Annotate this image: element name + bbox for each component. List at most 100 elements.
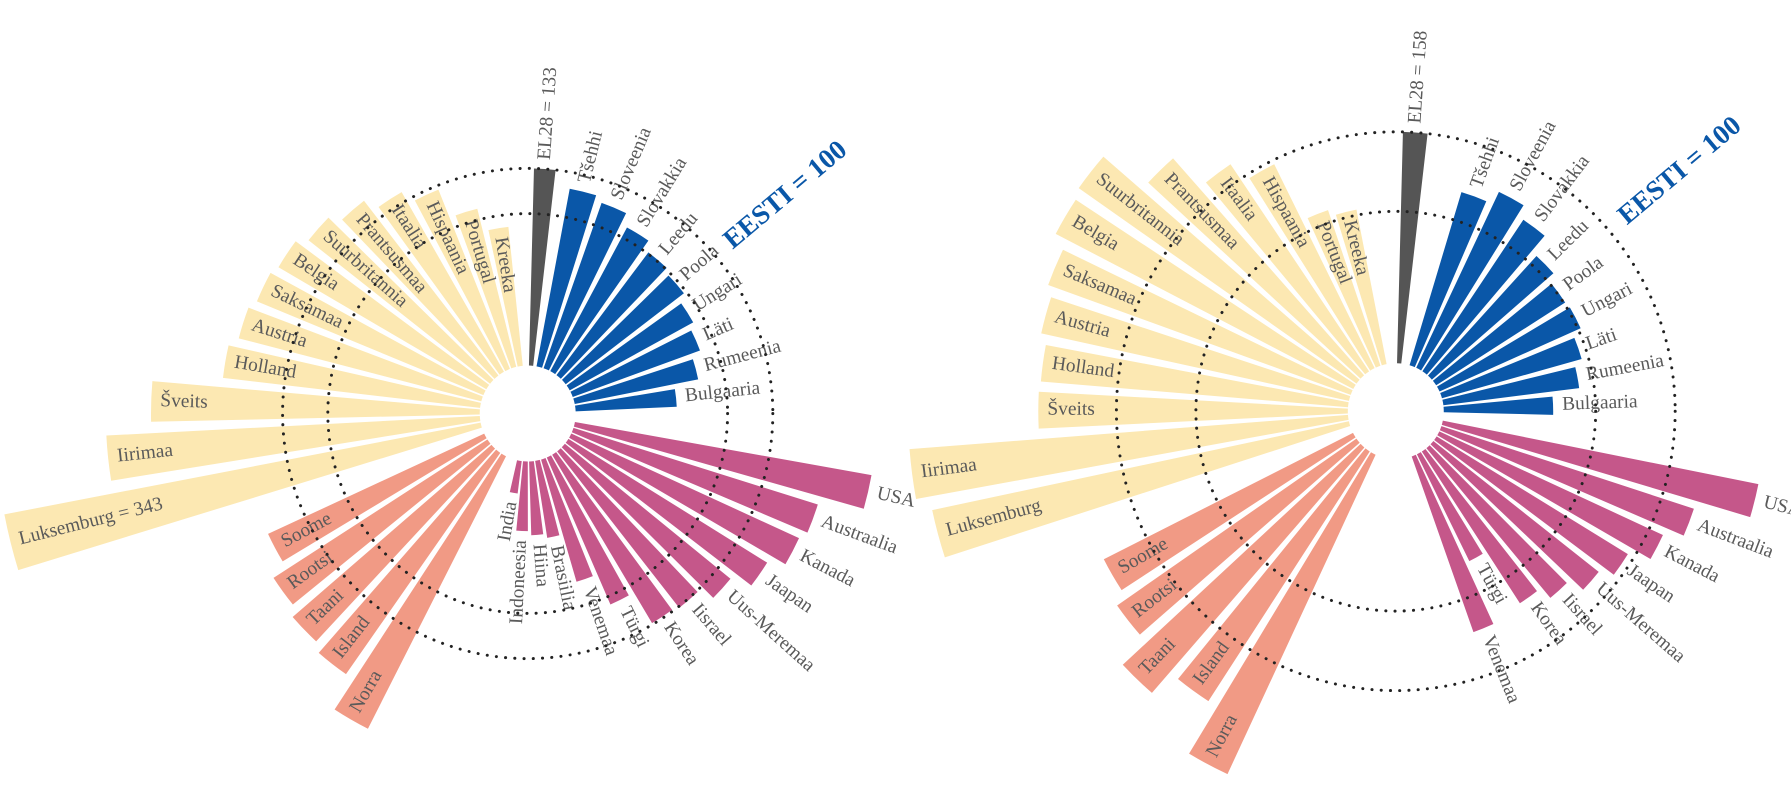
bar xyxy=(4,422,482,571)
radial-chart: EL28 = 133 Tšehhi SloveeniaSlovakkiaLeeduP… xyxy=(4,66,918,729)
bar-label: Ungari xyxy=(1578,278,1636,322)
bar xyxy=(1409,192,1487,368)
bar xyxy=(1041,297,1351,401)
bar xyxy=(536,188,597,368)
bar xyxy=(414,189,510,372)
bar-label: Indoneesia xyxy=(506,539,531,624)
bar-label: Hiina xyxy=(529,543,553,588)
bar xyxy=(1178,448,1370,702)
bar-label: India xyxy=(494,500,522,543)
bar xyxy=(488,226,523,367)
bar xyxy=(278,241,490,390)
bar xyxy=(268,433,487,562)
bar xyxy=(151,381,480,422)
bar-label: Leedu xyxy=(1544,216,1594,265)
bar xyxy=(552,452,673,624)
bar xyxy=(1436,307,1581,392)
bar xyxy=(1422,219,1545,375)
bar-label: USA xyxy=(1761,492,1791,522)
bar xyxy=(106,415,481,481)
bar xyxy=(1430,440,1599,590)
bar xyxy=(1426,445,1567,598)
bar-label: Korea xyxy=(659,618,703,669)
bar-label: Tšehhi xyxy=(574,128,607,185)
reference-circle xyxy=(326,212,730,615)
bar-label: Läti xyxy=(1583,324,1620,354)
bar-label: Austraalia xyxy=(1694,515,1776,563)
bar xyxy=(1397,131,1428,364)
eu-circle xyxy=(1114,130,1677,693)
bar xyxy=(566,303,694,391)
bar-label: EL28 = 158 xyxy=(1404,30,1431,124)
bar xyxy=(455,208,517,369)
bar-label: EL28 = 133 xyxy=(534,66,561,160)
bar xyxy=(1439,426,1694,536)
bar xyxy=(565,438,768,586)
bar xyxy=(573,421,872,509)
bar xyxy=(1117,438,1360,635)
bar xyxy=(557,448,698,608)
bar-label: Šveits xyxy=(1047,398,1095,420)
bar-label: USA xyxy=(875,483,918,512)
bar xyxy=(1437,431,1663,560)
bar-label: Sloveenia xyxy=(607,124,656,203)
bar xyxy=(1205,164,1370,375)
bar-label: Läti xyxy=(700,313,738,345)
bar xyxy=(342,200,499,379)
bar xyxy=(1249,164,1375,371)
bar xyxy=(529,461,544,536)
bar xyxy=(1443,396,1554,415)
bar xyxy=(273,439,491,605)
bar xyxy=(1434,436,1628,575)
bar xyxy=(1421,448,1537,604)
bar xyxy=(1442,367,1580,406)
bar xyxy=(318,449,501,675)
bar xyxy=(932,421,1351,558)
bar-label: Šveits xyxy=(160,389,208,413)
bar-label: Bulgaaria xyxy=(1562,391,1639,415)
bar-label: Austraalia xyxy=(818,511,900,558)
bar-label: Rumeenia xyxy=(1584,350,1666,385)
bar xyxy=(292,444,496,642)
bar xyxy=(569,433,800,565)
bar-label: Bulgaaria xyxy=(684,378,762,407)
bar xyxy=(1189,452,1376,775)
bar xyxy=(1428,255,1554,380)
bar xyxy=(556,252,667,379)
bar xyxy=(909,414,1349,500)
bar-label: Poola xyxy=(1559,252,1607,295)
bar xyxy=(238,307,483,402)
bar-label: Venemaa xyxy=(1478,632,1524,706)
bar xyxy=(256,272,486,396)
bar xyxy=(1432,283,1566,386)
bar xyxy=(570,330,700,398)
bar xyxy=(1416,452,1483,562)
reference-label: EESTI = 100 xyxy=(717,134,852,254)
bar-label: Tšehhi xyxy=(1466,134,1504,191)
bar xyxy=(541,458,593,582)
bar xyxy=(509,460,522,494)
bar-label: Kanada xyxy=(796,545,859,591)
bar xyxy=(561,275,684,385)
bar xyxy=(528,168,556,366)
bar xyxy=(516,461,528,532)
bar xyxy=(1335,209,1387,366)
bar xyxy=(378,192,504,375)
bar xyxy=(1416,191,1524,371)
bar xyxy=(1411,454,1494,633)
bar xyxy=(1055,199,1356,390)
bar xyxy=(571,427,818,533)
bar xyxy=(334,453,507,729)
bar xyxy=(1040,345,1349,408)
bar xyxy=(1078,156,1360,384)
bar xyxy=(308,217,494,384)
bar xyxy=(546,455,629,605)
bar xyxy=(543,202,627,371)
bar-label: Kanada xyxy=(1661,541,1724,587)
reference-label: EESTI = 100 xyxy=(1612,110,1747,230)
bar xyxy=(1440,337,1582,399)
reference-circle xyxy=(1194,209,1598,613)
